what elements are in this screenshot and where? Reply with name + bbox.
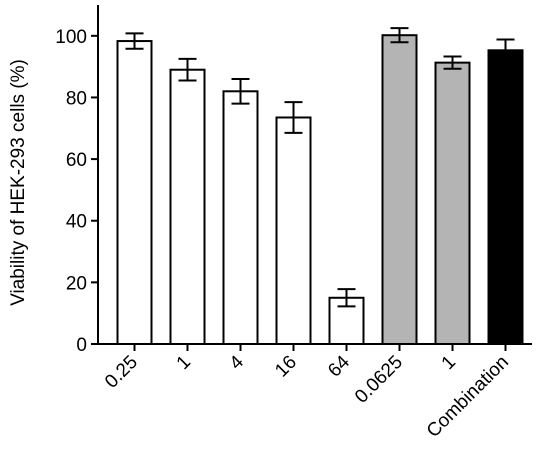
y-tick-label: 80 — [66, 88, 87, 109]
x-tick-label: 1 — [438, 352, 460, 374]
x-tick-label: 0.25 — [101, 352, 142, 393]
x-tick-label: 4 — [226, 351, 249, 374]
y-tick-label: 20 — [66, 273, 87, 294]
bar — [222, 90, 259, 345]
bar — [275, 116, 312, 346]
y-tick-label: 60 — [66, 150, 87, 171]
x-tick-label: 64 — [324, 351, 354, 381]
y-tick-label: 40 — [66, 212, 87, 233]
x-tick-label: 0.0625 — [351, 352, 407, 408]
x-tick-label: Combination — [423, 352, 513, 442]
error-bars — [125, 27, 515, 308]
bars — [116, 34, 524, 346]
axis-labels: Viability of HEK-293 cells (%) — [8, 59, 29, 306]
y-tick-label: 100 — [55, 27, 87, 48]
bar — [434, 61, 471, 345]
x-tick-label: 16 — [271, 352, 301, 382]
y-tick-label: 0 — [76, 335, 87, 356]
bar — [169, 68, 206, 346]
y-axis: 0 20 40 60 80 100 — [55, 5, 99, 356]
x-tick-label: 1 — [173, 352, 195, 374]
y-axis-label: Viability of HEK-293 cells (%) — [8, 59, 29, 306]
bar — [116, 40, 153, 345]
bar — [381, 34, 418, 346]
bar — [487, 49, 524, 345]
bar — [328, 296, 365, 346]
